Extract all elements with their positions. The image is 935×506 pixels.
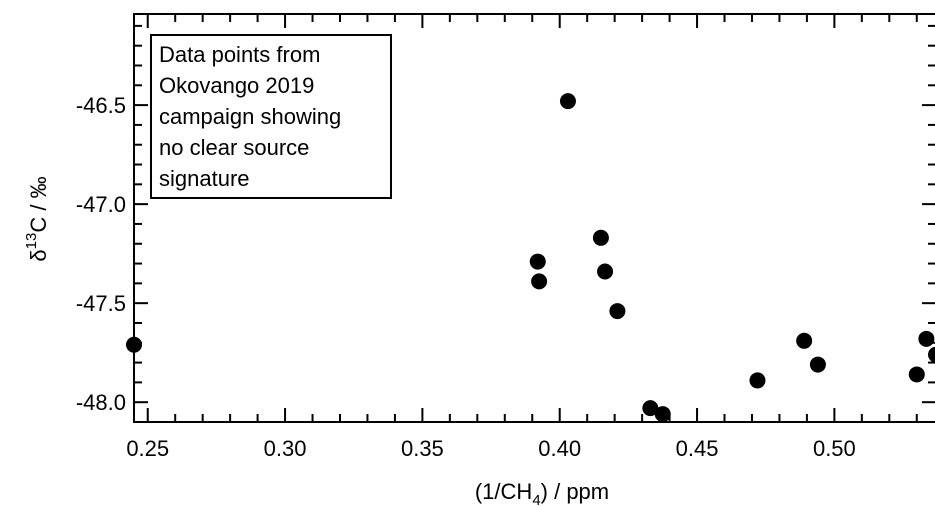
x-axis-label-main: (1/CH bbox=[475, 479, 532, 504]
y-axis-label-superscript: 13 bbox=[23, 233, 40, 250]
annotation-line-5: signature bbox=[159, 166, 250, 191]
y-axis-label: δ13C / ‰ bbox=[23, 176, 51, 261]
data-point bbox=[609, 303, 626, 320]
x-tick-label: 0.35 bbox=[401, 436, 444, 461]
data-point bbox=[654, 406, 671, 423]
y-axis-label-delta: δ bbox=[26, 249, 51, 261]
data-point bbox=[126, 336, 142, 353]
x-tick-label: 0.50 bbox=[813, 436, 856, 461]
data-point bbox=[749, 372, 766, 389]
x-tick-label: 0.45 bbox=[676, 436, 719, 461]
annotation-line-4: no clear source bbox=[159, 135, 309, 160]
annotation-box: Data points from Okovango 2019 campaign … bbox=[150, 34, 392, 199]
data-point bbox=[597, 263, 614, 280]
x-axis-label: (1/CH4) / ppm bbox=[475, 479, 609, 506]
data-point bbox=[796, 332, 813, 349]
data-point bbox=[529, 253, 546, 270]
y-tick-label: -47.0 bbox=[76, 192, 126, 217]
x-tick-label: 0.40 bbox=[538, 436, 581, 461]
x-tick-label: 0.30 bbox=[264, 436, 307, 461]
data-point bbox=[908, 366, 925, 383]
annotation-line-1: Data points from bbox=[159, 42, 320, 67]
data-points bbox=[126, 93, 935, 423]
data-point bbox=[592, 229, 609, 246]
y-tick-label: -46.5 bbox=[76, 93, 126, 118]
annotation-frame bbox=[150, 34, 392, 199]
x-tick-label: 0.25 bbox=[126, 436, 169, 461]
y-axis-label-rest: C / ‰ bbox=[26, 176, 51, 232]
data-point bbox=[559, 93, 576, 110]
y-tick-label: -48.0 bbox=[76, 390, 126, 415]
data-point bbox=[918, 330, 935, 347]
data-point bbox=[642, 400, 659, 417]
x-axis-label-subscript: 4 bbox=[532, 492, 540, 506]
annotation-line-2: Okovango 2019 bbox=[159, 73, 314, 98]
axis-tick-labels: 0.25 0.30 0.35 0.40 0.45 0.50 -46.5 -47.0 -47.5 -… bbox=[76, 93, 856, 461]
data-point bbox=[531, 273, 548, 290]
x-axis-label-suffix: ) / ppm bbox=[541, 479, 609, 504]
annotation-line-3: campaign showing bbox=[159, 104, 341, 129]
plot-frame bbox=[133, 13, 935, 423]
y-tick-label: -47.5 bbox=[76, 291, 126, 316]
data-point bbox=[928, 346, 935, 363]
data-point bbox=[809, 356, 826, 373]
